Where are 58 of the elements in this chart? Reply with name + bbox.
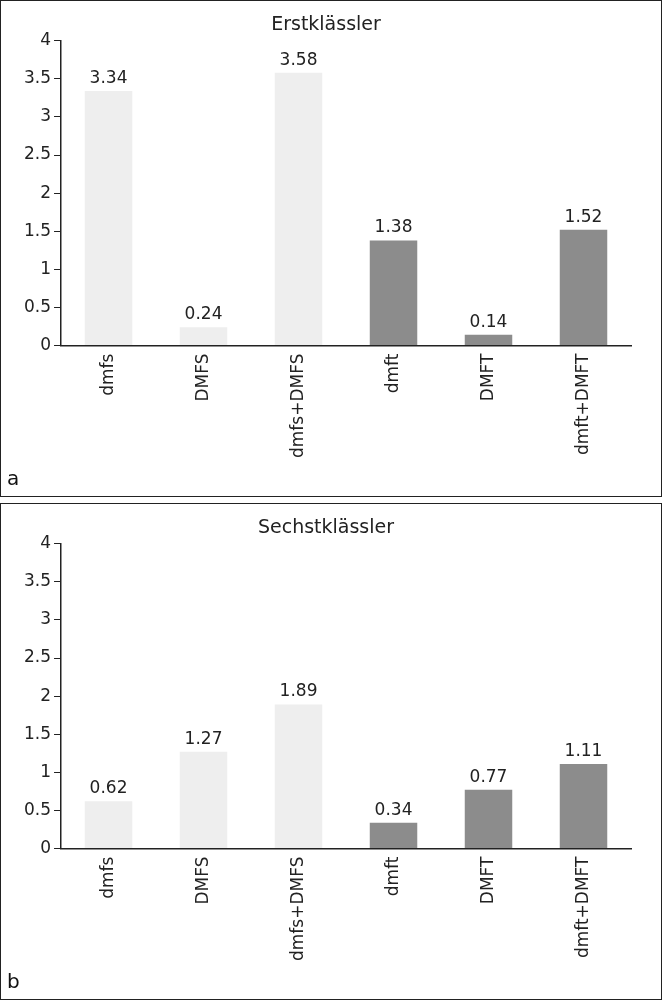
x-tick-label: DMFT: [476, 855, 497, 905]
x-tick-label: dmfs+DMFS: [286, 353, 307, 458]
y-tick-label: 2.5: [23, 143, 52, 164]
x-tick-label: dmfs: [96, 856, 117, 899]
data-label: 0.62: [89, 777, 128, 798]
bar: [369, 822, 418, 849]
text: b: [7, 969, 20, 994]
x-tick-label: dmfs+DMFS: [286, 856, 307, 961]
bar: [559, 229, 608, 346]
data-label: 0.24: [184, 303, 223, 324]
y-tick-label: 4: [40, 29, 52, 50]
y-tick-label: 3.5: [23, 67, 52, 88]
bar: [369, 240, 418, 346]
bar: [274, 72, 323, 346]
y-tick-label: 2: [40, 684, 52, 705]
data-label: 0.14: [469, 310, 508, 331]
data-label: 3.58: [279, 48, 318, 69]
x-tick-label: dmfs: [96, 353, 117, 396]
text: a: [7, 466, 20, 491]
y-tick-label: 3: [40, 608, 52, 629]
x-tick-label: dmft+DMFT: [571, 352, 592, 456]
bar: [84, 91, 133, 346]
bar: [84, 801, 133, 849]
bar: [559, 763, 608, 849]
data-label: 1.11: [564, 739, 603, 760]
x-tick-label: dmft: [381, 353, 402, 394]
x-tick-label: DMFT: [476, 352, 497, 402]
y-tick-label: 1: [40, 760, 52, 781]
y-tick-label: 0: [40, 333, 52, 354]
bar: [464, 334, 513, 346]
y-tick-label: 0: [40, 836, 52, 857]
x-tick-label: DMFS: [191, 353, 212, 402]
chart-title: Erstklässler: [271, 12, 382, 35]
data-label: 1.38: [374, 216, 413, 237]
y-tick-label: 4: [40, 532, 52, 553]
y-tick-label: 3.5: [23, 570, 52, 591]
x-tick-label: DMFS: [191, 856, 212, 905]
y-tick-label: 2.5: [23, 646, 52, 667]
bar: [274, 704, 323, 849]
data-label: 1.27: [184, 727, 223, 748]
data-label: 1.52: [564, 205, 603, 226]
data-label: 0.77: [469, 765, 508, 786]
chart-title: Sechstklässler: [257, 515, 395, 538]
y-tick-label: 1.5: [23, 722, 52, 743]
data-label: 0.34: [374, 798, 413, 819]
y-tick-label: 0.5: [23, 295, 52, 316]
bar: [179, 751, 228, 849]
x-tick-label: dmft+DMFT: [571, 855, 592, 959]
bar: [464, 789, 513, 849]
y-tick-label: 3: [40, 105, 52, 126]
y-tick-label: 1: [40, 257, 52, 278]
y-tick-label: 0.5: [23, 798, 52, 819]
bar: [179, 327, 228, 346]
x-tick-label: dmft: [381, 856, 402, 897]
y-tick-label: 2: [40, 181, 52, 202]
y-tick-label: 1.5: [23, 219, 52, 240]
data-label: 1.89: [279, 680, 318, 701]
data-label: 3.34: [89, 67, 128, 87]
